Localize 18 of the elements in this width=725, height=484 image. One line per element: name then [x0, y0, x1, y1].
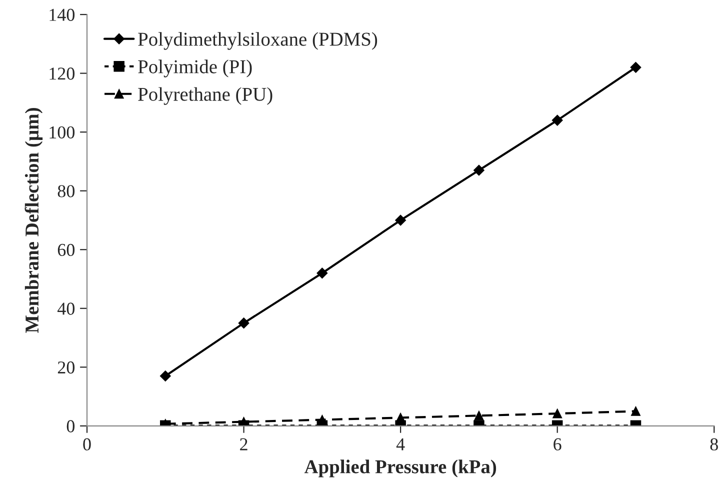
x-axis-title: Applied Pressure (kPa): [304, 460, 496, 478]
x-tick-label: 2: [240, 438, 248, 450]
y-tick-label: 20: [58, 361, 75, 374]
x-tick-label: 0: [83, 438, 91, 450]
y-tick-label: 60: [58, 244, 75, 256]
y-tick-label: 140: [50, 8, 75, 21]
y-tick-label: 40: [57, 302, 75, 315]
x-tick-label: 8: [710, 438, 718, 450]
y-tick-label: 80: [58, 185, 75, 198]
legend-label: Polyimide (PI): [138, 60, 252, 78]
y-tick-label: 100: [50, 126, 75, 139]
y-axis-title: Membrane Deflection (µm): [24, 108, 43, 333]
y-tick-label: 0: [66, 420, 75, 432]
legend-label: Polydimethylsiloxane (PDMS): [138, 32, 378, 50]
y-tick-label: 120: [50, 68, 75, 80]
x-tick-label: 4: [396, 438, 405, 450]
legend-label: Polyrethane (PU): [138, 87, 272, 105]
x-tick-label: 6: [554, 438, 562, 450]
